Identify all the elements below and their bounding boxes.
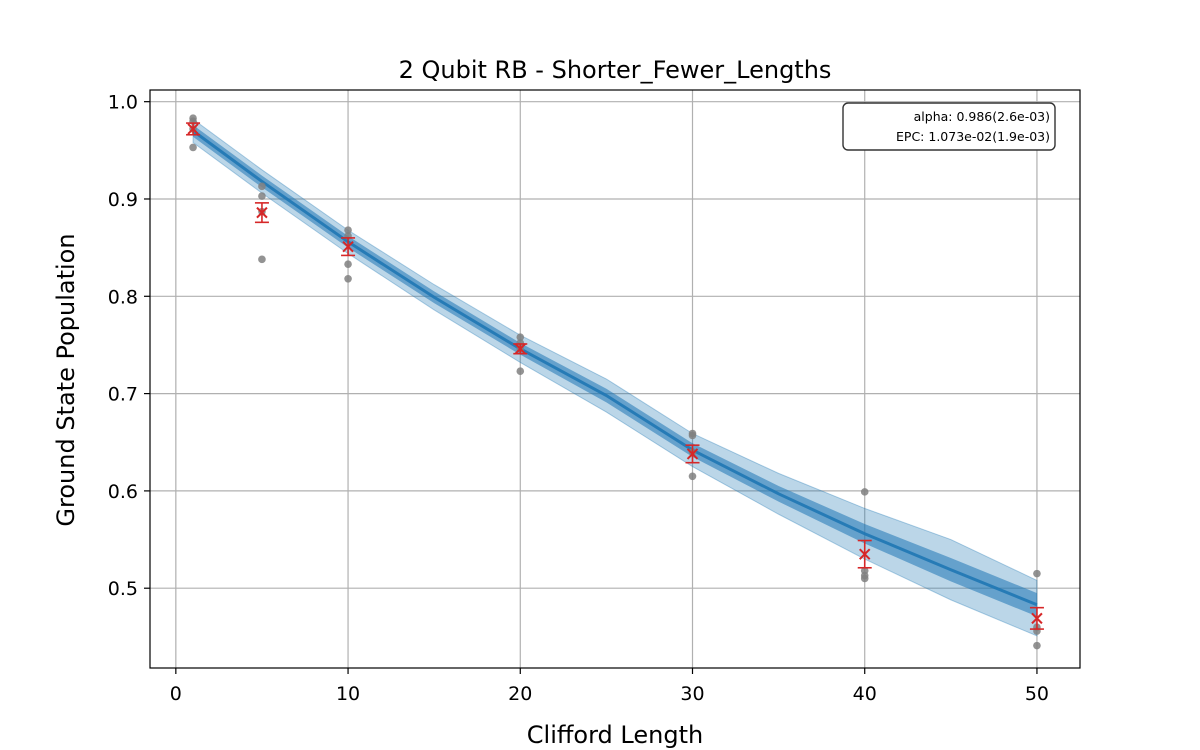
mean-point [1029, 606, 1044, 630]
x-tick-label: 30 [680, 683, 704, 705]
mean-point [186, 122, 201, 136]
mean-point [341, 237, 356, 257]
raw-data-point [1033, 569, 1041, 578]
fit-band-inner [193, 125, 1037, 617]
fit-confidence-band-inner [193, 125, 1037, 617]
mean-marker-stroke [342, 240, 354, 253]
grid-lines [150, 90, 1080, 668]
x-tick-label: 40 [853, 683, 877, 705]
raw-data-point [688, 472, 697, 481]
raw-data-point [344, 274, 352, 283]
mean-point [513, 343, 528, 355]
raw-data-point [344, 260, 352, 268]
mean-marker-stroke [686, 448, 699, 460]
x-tick-label: 20 [508, 683, 532, 705]
mean-point [685, 444, 700, 464]
mean-marker-stroke [859, 548, 871, 560]
x-tick-label: 10 [336, 683, 360, 705]
raw-data-point [344, 226, 352, 234]
x-tick-label: 50 [1025, 683, 1049, 705]
y-tick-label: 0.9 [108, 189, 138, 211]
annotation-box-frame [842, 102, 1056, 151]
y-tick-label: 1.0 [108, 92, 138, 114]
annotation-alpha: alpha: 0.986(2.6e-03) [914, 109, 1050, 124]
mean-marker-stroke [514, 343, 526, 355]
y-tick-label: 0.7 [108, 384, 138, 406]
mean-marker-stroke [187, 123, 199, 135]
raw-data-point [516, 339, 525, 347]
fit-curve [192, 129, 1038, 607]
y-axis-label: Ground State Population [52, 233, 80, 526]
axis-ticks: 0 10 20 30 40 50 0.5 0.6 0.7 0.8 0.9 1.0 [108, 92, 1049, 705]
mean-marker-stroke [1031, 612, 1043, 625]
fit-line [192, 129, 1038, 607]
raw-data-point [860, 574, 869, 583]
raw-data-point [516, 333, 525, 341]
raw-data-point [1033, 641, 1041, 650]
y-tick-label: 0.6 [108, 481, 138, 503]
mean-point [254, 202, 269, 224]
mean-point [857, 539, 872, 569]
y-tick-label: 0.5 [108, 578, 138, 600]
x-axis-label: Clifford Length [527, 721, 703, 749]
x-tick-label: 0 [170, 683, 182, 705]
raw-data-point [258, 182, 266, 191]
raw-data-point [688, 431, 697, 440]
mean-marker-stroke [256, 206, 268, 219]
raw-data-point [516, 367, 525, 376]
fit-annotation-box: alpha: 0.986(2.6e-03) EPC: 1.073e-02(1.9… [842, 102, 1056, 151]
raw-data-point [189, 143, 197, 152]
raw-data-point [258, 255, 266, 264]
chart-title: 2 Qubit RB - Shorter_Fewer_Lengths [399, 56, 832, 84]
y-tick-label: 0.8 [108, 286, 138, 308]
fit-confidence-band-outer [192, 118, 1038, 637]
plot-frame [149, 89, 1081, 669]
raw-data-point [258, 192, 266, 200]
raw-data-point [860, 488, 869, 496]
fit-band-outer [192, 118, 1038, 637]
mean-data-points [186, 122, 1044, 630]
annotation-epc: EPC: 1.073e-02(1.9e-03) [896, 129, 1050, 144]
